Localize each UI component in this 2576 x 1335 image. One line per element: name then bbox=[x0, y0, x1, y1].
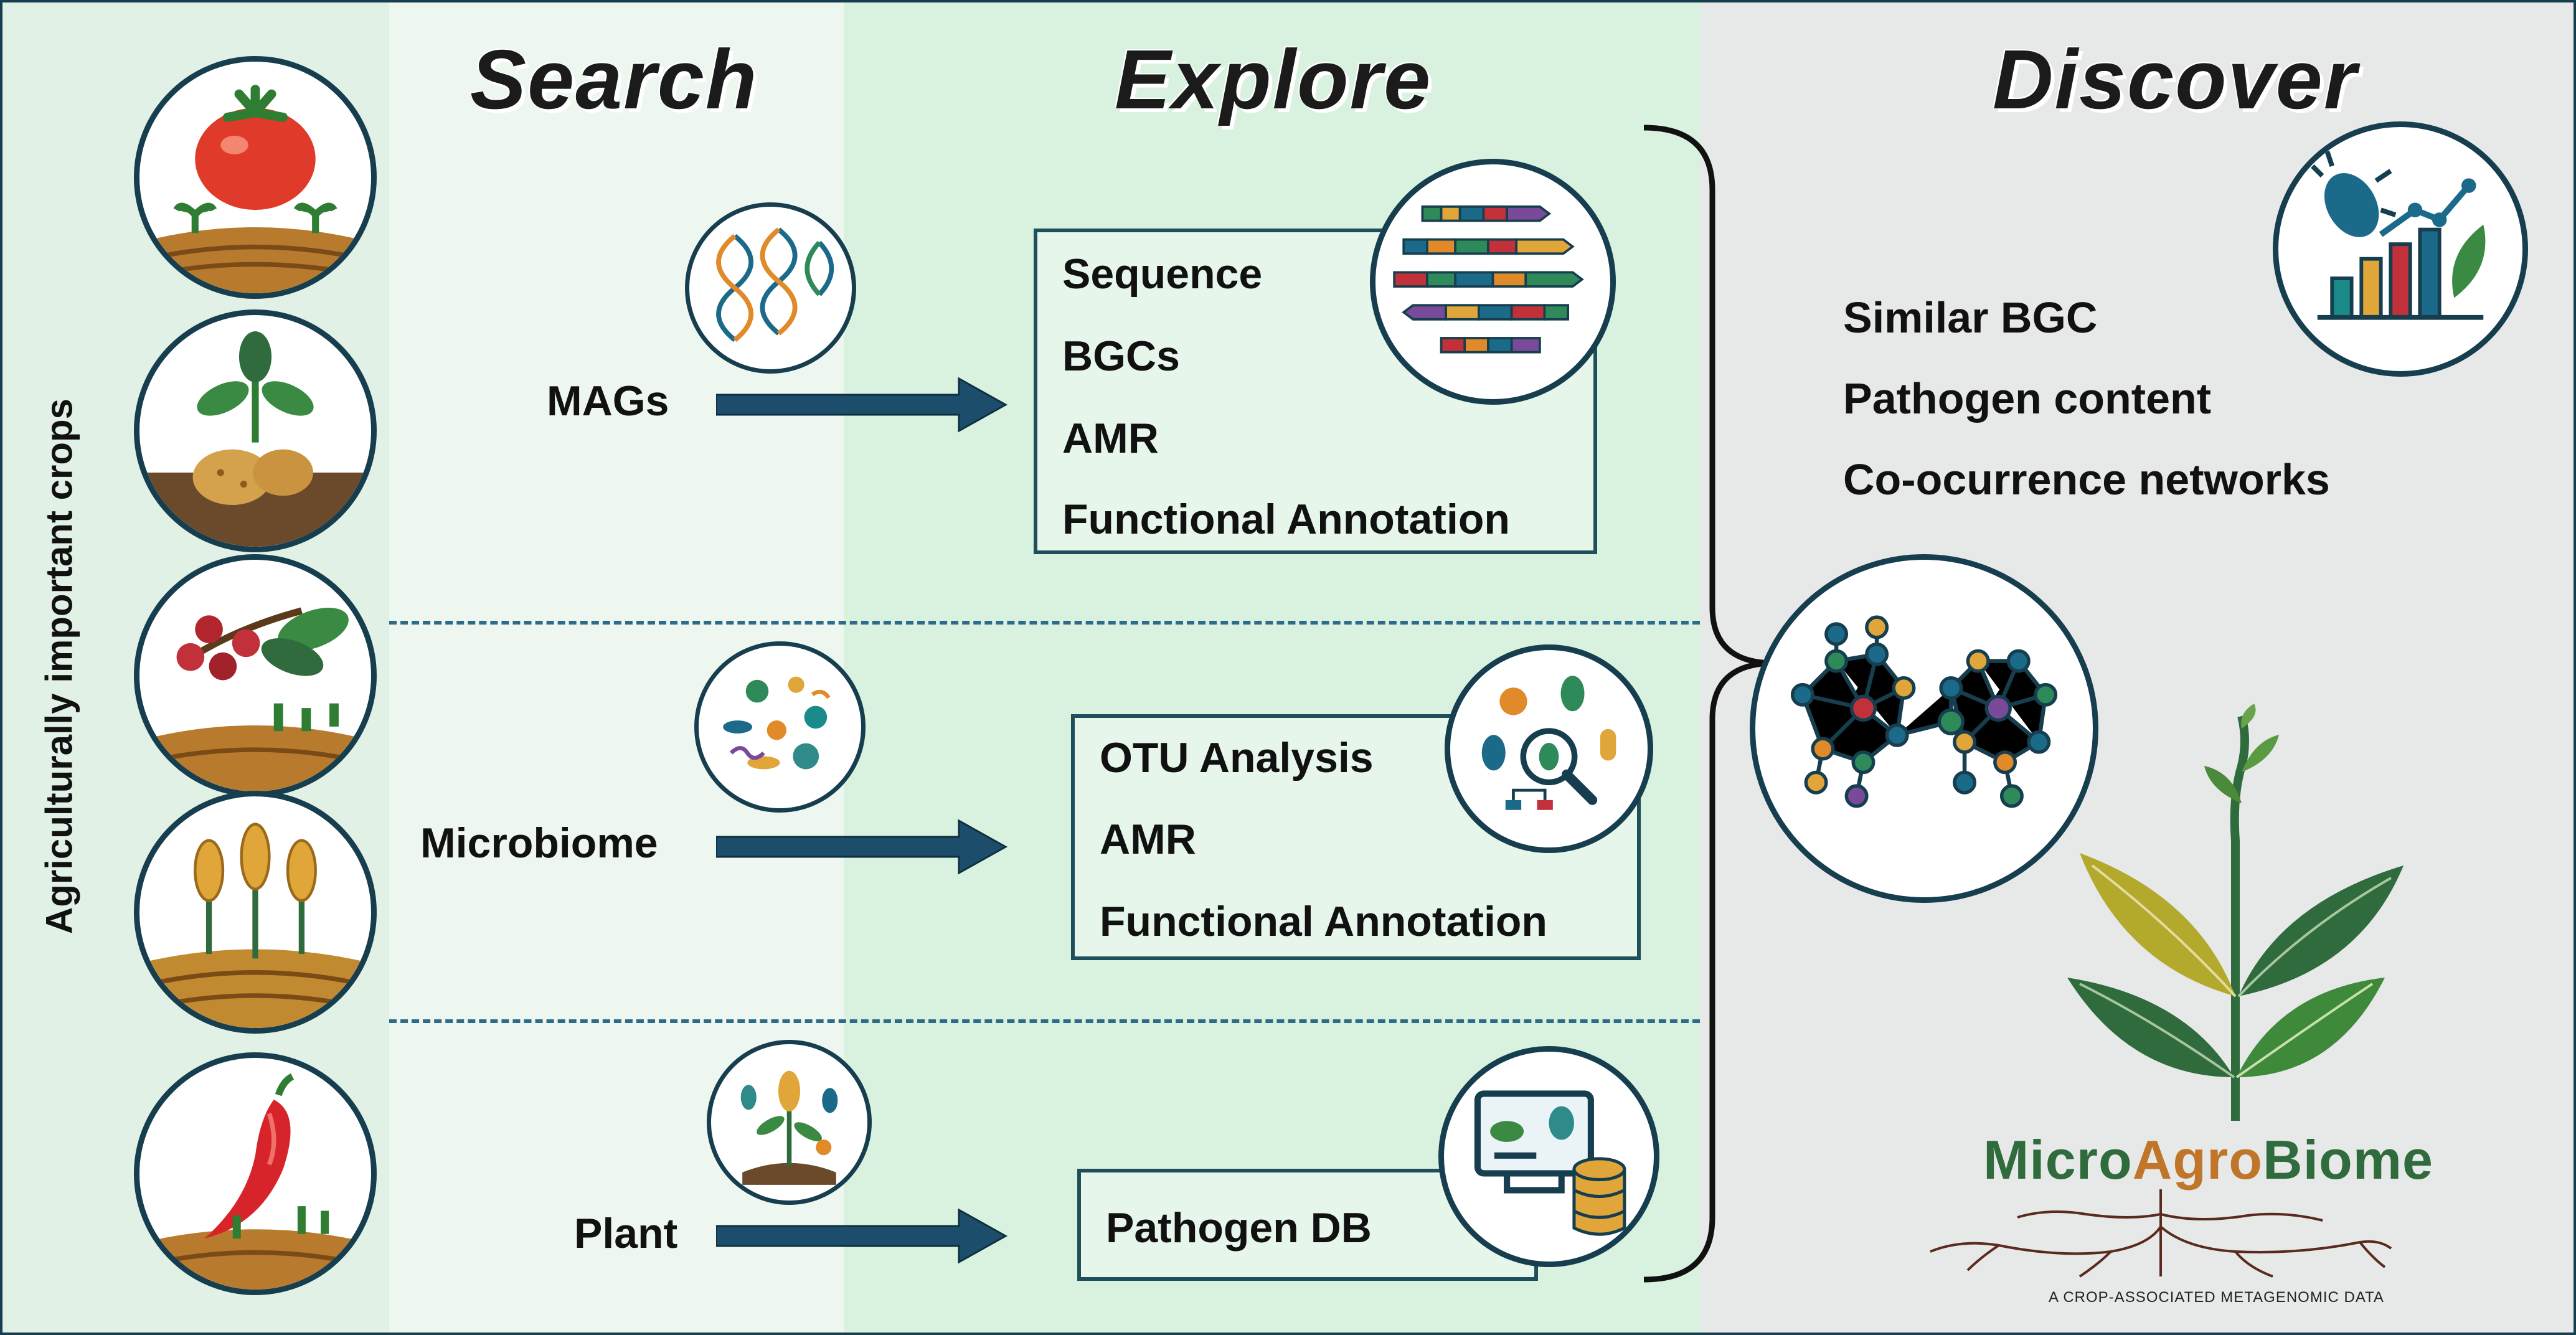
mags-arrow bbox=[716, 377, 1008, 433]
plant-label: Plant bbox=[574, 1210, 678, 1257]
plant-item-pathogen-db: Pathogen DB bbox=[1106, 1204, 1372, 1252]
microbiome-explore-box: OTU Analysis AMR Functional Annotation bbox=[1071, 714, 1641, 960]
analytics-chart-icon bbox=[2273, 121, 2528, 377]
microbes-icon bbox=[694, 641, 866, 813]
plant-arrow bbox=[716, 1208, 1008, 1264]
mags-item-sequence: Sequence bbox=[1062, 250, 1263, 298]
logo-text-biome: Biome bbox=[2263, 1129, 2433, 1191]
row-divider-2 bbox=[389, 1019, 1700, 1023]
database-computer-icon bbox=[1438, 1046, 1659, 1267]
logo-tagline: A CROP-ASSOCIATED METAGENOMIC DATA bbox=[2049, 1289, 2384, 1306]
microbiome-item-otu-analysis: OTU Analysis bbox=[1100, 734, 1374, 781]
mags-item-functional-annotation: Functional Annotation bbox=[1062, 496, 1510, 543]
logo-text-agro: Agro bbox=[2132, 1129, 2263, 1191]
microbiome-item-functional-annotation: Functional Annotation bbox=[1100, 898, 1547, 945]
microbe-magnifier-icon bbox=[1445, 644, 1653, 853]
gene-cluster-icon bbox=[1370, 159, 1616, 405]
plant-pathogen-icon bbox=[707, 1040, 872, 1205]
microagrobiome-logo-plant bbox=[2067, 704, 2404, 1121]
discover-item-similar-bgc: Similar BGC bbox=[1843, 293, 2098, 342]
microbiome-arrow bbox=[716, 819, 1008, 875]
row-divider-1 bbox=[389, 621, 1700, 625]
dna-icon bbox=[685, 202, 856, 374]
microbiome-label: Microbiome bbox=[420, 819, 658, 867]
discover-heading: Discover bbox=[1993, 32, 2358, 126]
mags-label: MAGs bbox=[547, 377, 669, 425]
logo-text-micro: Micro bbox=[1983, 1129, 2133, 1191]
microbiome-item-amr: AMR bbox=[1100, 816, 1196, 863]
microagrobiome-logo-text: MicroAgroBiome bbox=[1983, 1128, 2433, 1192]
mags-item-bgcs: BGCs bbox=[1062, 333, 1180, 380]
mags-item-amr: AMR bbox=[1062, 415, 1159, 462]
discover-item-pathogen-content: Pathogen content bbox=[1843, 374, 2212, 423]
tomato-icon bbox=[134, 56, 377, 299]
network-graph-icon bbox=[1750, 554, 2098, 903]
explore-heading: Explore bbox=[1115, 32, 1432, 126]
crops-sidebar-label: Agriculturally important crops bbox=[38, 398, 80, 935]
discover-item-co-occurrence-networks: Co-ocurrence networks bbox=[1843, 455, 2330, 504]
potato-icon bbox=[134, 309, 377, 552]
chili-pepper-icon bbox=[134, 1052, 377, 1295]
search-heading: Search bbox=[470, 32, 758, 126]
logo-roots bbox=[1930, 1189, 2392, 1278]
coffee-cherry-icon bbox=[134, 554, 377, 797]
wheat-icon bbox=[134, 791, 377, 1034]
